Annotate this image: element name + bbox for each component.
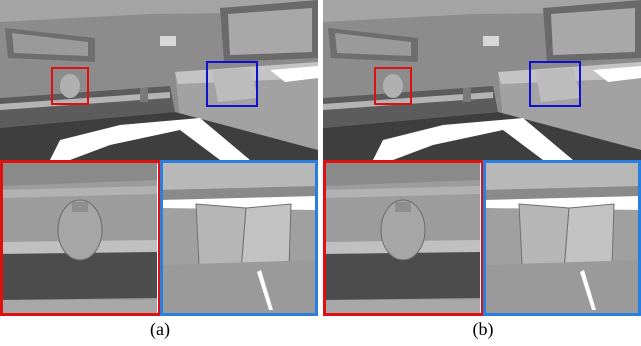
inset-vase xyxy=(0,160,157,316)
figure: (a) (b) xyxy=(0,0,641,346)
panel-label: (a) xyxy=(150,319,170,340)
panel-b: (b) xyxy=(323,0,641,340)
panel-a: (a) xyxy=(0,0,318,340)
scene-render xyxy=(323,0,641,160)
panel-label: (b) xyxy=(473,319,494,340)
inset-pillow xyxy=(484,160,641,316)
inset-vase xyxy=(323,160,480,316)
scene-render xyxy=(0,0,318,160)
inset-pillow xyxy=(161,160,318,316)
